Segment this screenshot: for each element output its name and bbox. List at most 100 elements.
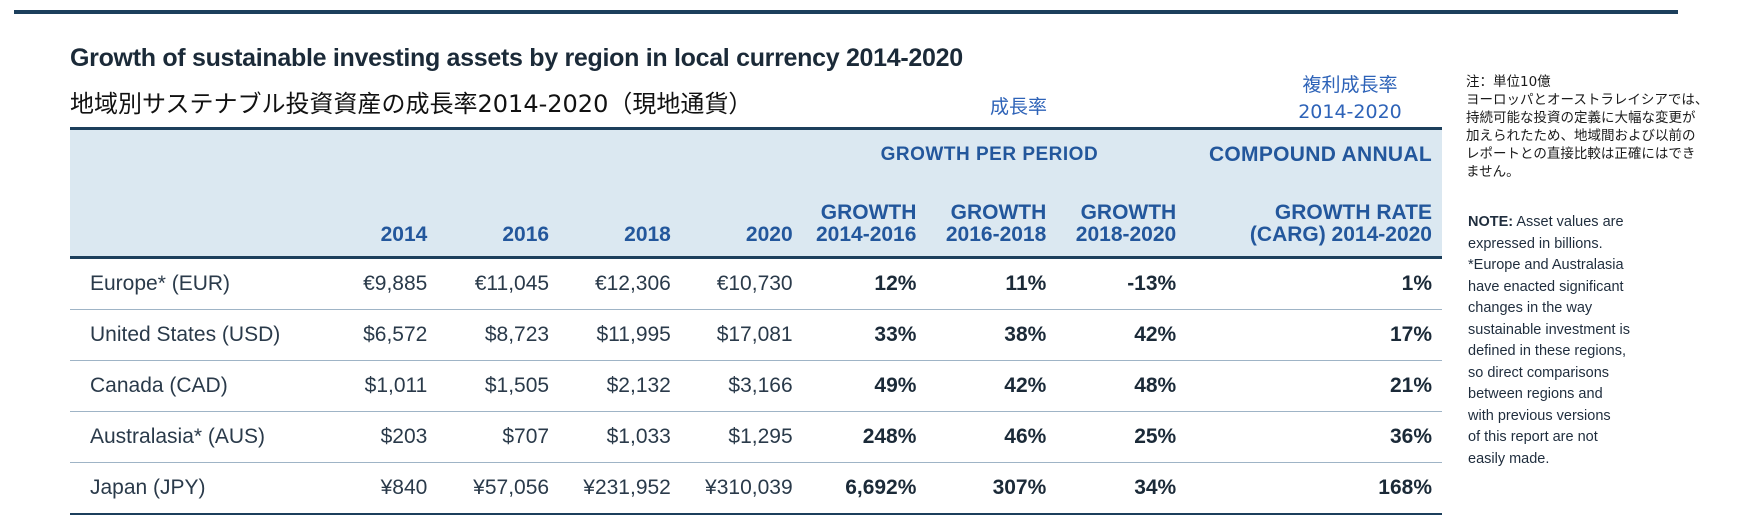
cell-v2018: $11,995	[559, 309, 681, 361]
header-growth-2014-2016: GROWTH 2014-2016	[802, 201, 927, 259]
table-row: Australasia* (AUS) $203 $707 $1,033 $1,295 24…	[70, 411, 1442, 463]
cell-region: Japan (JPY)	[70, 462, 308, 515]
header-growth-line1: GROWTH	[950, 201, 1047, 224]
note-en-line: easily made.	[1468, 450, 1550, 467]
cell-cagr: 36%	[1186, 411, 1442, 463]
note-en-line: have enacted significant	[1468, 278, 1624, 295]
cell-g3: 42%	[1056, 309, 1187, 361]
note-english: NOTE: Asset values are expressed in bill…	[1468, 212, 1668, 470]
cell-v2014: $203	[307, 411, 438, 463]
header-growth-per-period: GROWTH PER PERIOD	[802, 127, 1187, 202]
note-ja-line: 注：単位10億	[1466, 74, 1551, 90]
growth-label-japanese: 成長率	[990, 96, 1048, 118]
header-growth-2016-2018: GROWTH 2016-2018	[926, 201, 1057, 259]
cell-g1: 12%	[802, 257, 927, 310]
header-growth-line2: 2014-2016	[815, 223, 917, 246]
note-ja-line: ヨーロッパとオーストラレイシアでは、	[1466, 92, 1709, 108]
cell-v2014: €9,885	[307, 257, 438, 310]
cell-g2: 38%	[926, 309, 1057, 361]
cell-g2: 307%	[926, 462, 1057, 515]
cell-v2014: ¥840	[307, 462, 438, 515]
cell-cagr: 1%	[1186, 257, 1442, 310]
cell-g3: 25%	[1056, 411, 1187, 463]
cell-region: Canada (CAD)	[70, 360, 308, 412]
header-cagr-line3: (CARG) 2014-2020	[1249, 223, 1432, 246]
cell-g1: 49%	[802, 360, 927, 412]
note-label: NOTE:	[1468, 214, 1514, 230]
cell-cagr: 21%	[1186, 360, 1442, 412]
note-en-line: of this report are not	[1468, 429, 1598, 445]
header-year-2020: 2020	[680, 202, 803, 259]
cagr-label-japanese: 複利成長率 2014-2020	[1270, 72, 1430, 126]
table-row: United States (USD) $6,572 $8,723 $11,995 $1…	[70, 309, 1442, 361]
cell-v2014: $6,572	[307, 309, 438, 361]
cell-g1: 6,692%	[802, 462, 927, 515]
note-ja-line: ません。	[1466, 164, 1520, 180]
table-body: Europe* (EUR) €9,885 €11,045 €12,306 €10,730…	[70, 257, 1442, 515]
note-en-line: between regions and	[1468, 386, 1603, 402]
cell-region: Australasia* (AUS)	[70, 411, 308, 463]
header-cagr-line1: COMPOUND ANNUAL	[1186, 127, 1442, 202]
cell-v2014: $1,011	[307, 360, 438, 412]
cell-g2: 11%	[926, 257, 1057, 310]
cell-v2020: $3,166	[680, 360, 803, 412]
cagr-label-line1: 複利成長率	[1302, 74, 1398, 96]
cell-v2016: ¥57,056	[437, 462, 560, 515]
cell-g1: 33%	[802, 309, 927, 361]
note-en-line: so direct comparisons	[1468, 364, 1610, 381]
header-growth-line1: GROWTH	[820, 201, 917, 224]
cell-g3: 48%	[1056, 360, 1187, 412]
cell-g3: 34%	[1056, 462, 1187, 515]
note-ja-line: レポートとの直接比較は正確にはでき	[1466, 146, 1696, 162]
header-year-2018: 2018	[559, 202, 681, 259]
cell-v2018: ¥231,952	[559, 462, 681, 515]
note-ja-line: 持続可能な投資の定義に大幅な変更が	[1466, 110, 1696, 126]
note-en-line: *Europe and Australasia	[1468, 257, 1624, 273]
note-en-line: with previous versions	[1468, 407, 1611, 424]
note-en-line: expressed in billions.	[1468, 235, 1603, 252]
growth-table: GROWTH PER PERIOD COMPOUND ANNUAL 2014 2…	[70, 127, 1442, 515]
table-row: Japan (JPY) ¥840 ¥57,056 ¥231,952 ¥310,039 6,…	[70, 462, 1442, 515]
cell-region: United States (USD)	[70, 309, 308, 361]
note-en-line: defined in these regions,	[1468, 343, 1626, 359]
cell-cagr: 168%	[1186, 462, 1442, 515]
cell-v2016: €11,045	[437, 257, 560, 310]
table-header: GROWTH PER PERIOD COMPOUND ANNUAL 2014 2…	[70, 127, 1442, 259]
title-japanese: 地域別サステナブル投資資産の成長率2014-2020（現地通貨）	[70, 90, 753, 118]
header-cagr-sub: GROWTH RATE (CARG) 2014-2020	[1186, 201, 1442, 259]
note-en-text: Asset values are	[1513, 214, 1624, 230]
cell-v2016: $1,505	[437, 360, 560, 412]
table-row: Europe* (EUR) €9,885 €11,045 €12,306 €10,730…	[70, 257, 1442, 310]
cell-v2020: $17,081	[680, 309, 803, 361]
cell-g3: -13%	[1056, 257, 1187, 310]
header-year-2014: 2014	[307, 202, 438, 259]
note-en-line: changes in the way	[1468, 300, 1593, 316]
header-year-2016: 2016	[437, 202, 560, 259]
note-ja-line: 加えられたため、地域間および以前の	[1466, 128, 1696, 144]
cagr-label-line2: 2014-2020	[1298, 101, 1402, 123]
note-en-line: NOTE: Asset values are	[1468, 212, 1668, 234]
cell-v2016: $8,723	[437, 309, 560, 361]
note-japanese: 注：単位10億 ヨーロッパとオーストラレイシアでは、 持続可能な投資の定義に大幅…	[1466, 73, 1751, 181]
header-growth-2018-2020: GROWTH 2018-2020	[1056, 201, 1187, 259]
cell-v2018: $2,132	[559, 360, 681, 412]
cell-g2: 46%	[926, 411, 1057, 463]
cell-g1: 248%	[802, 411, 927, 463]
cell-cagr: 17%	[1186, 309, 1442, 361]
header-growth-line1: GROWTH	[1080, 201, 1177, 224]
cell-g2: 42%	[926, 360, 1057, 412]
cell-v2018: €12,306	[559, 257, 681, 310]
header-growth-line2: 2018-2020	[1075, 223, 1177, 246]
cell-v2020: ¥310,039	[680, 462, 803, 515]
table-row: Canada (CAD) $1,011 $1,505 $2,132 $3,166 49% 4…	[70, 360, 1442, 412]
growth-table-container: GROWTH PER PERIOD COMPOUND ANNUAL 2014 2…	[70, 127, 1442, 515]
title-english: Growth of sustainable investing assets b…	[70, 44, 963, 72]
header-blank	[70, 127, 308, 202]
cell-region: Europe* (EUR)	[70, 257, 308, 310]
note-en-line: sustainable investment is	[1468, 321, 1630, 338]
cell-v2016: $707	[437, 411, 560, 463]
cell-v2018: $1,033	[559, 411, 681, 463]
header-cagr-line2: GROWTH RATE	[1274, 201, 1432, 224]
header-growth-line2: 2016-2018	[945, 223, 1047, 246]
top-rule	[14, 10, 1678, 14]
